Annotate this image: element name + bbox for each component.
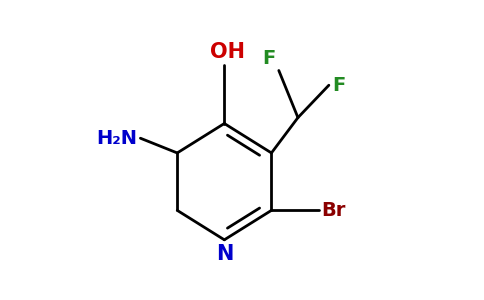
Text: Br: Br <box>321 201 346 220</box>
Text: F: F <box>332 76 345 95</box>
Text: N: N <box>216 244 233 264</box>
Text: OH: OH <box>210 42 245 62</box>
Text: H₂N: H₂N <box>96 129 137 148</box>
Text: F: F <box>263 49 276 68</box>
